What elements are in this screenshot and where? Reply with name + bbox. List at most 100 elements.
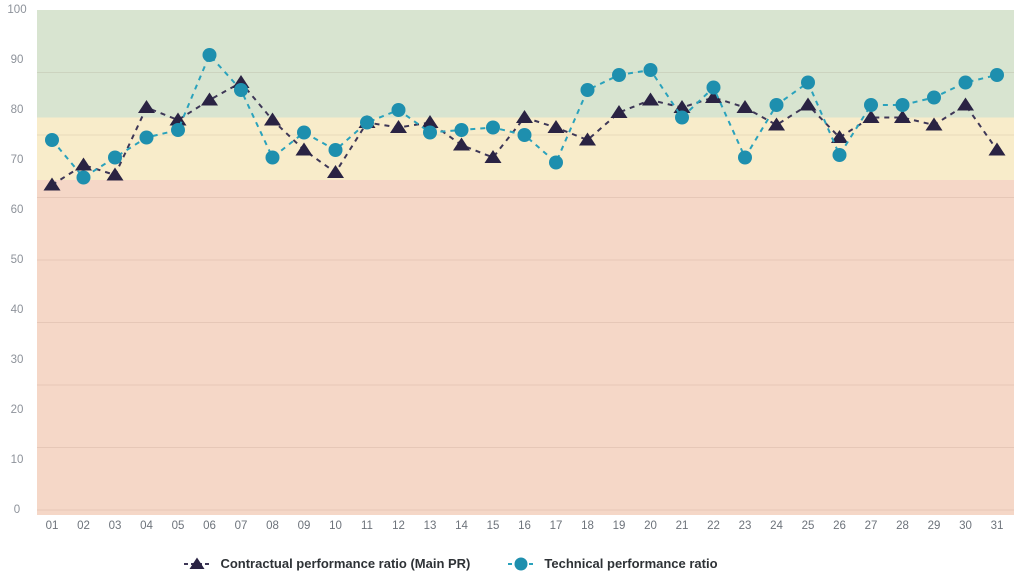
- x-tick-label: 18: [581, 520, 594, 532]
- y-tick-label: 100: [7, 4, 27, 16]
- triangle-marker: [295, 142, 313, 156]
- triangle-marker: [264, 112, 281, 126]
- band-warning-zone: [37, 117, 1014, 180]
- circle-marker: [643, 63, 658, 77]
- circle-marker: [769, 98, 784, 112]
- plot-area: [37, 10, 1014, 516]
- circle-marker: [612, 68, 626, 82]
- x-tick-label: 29: [927, 520, 941, 532]
- y-tick-label: 10: [10, 454, 24, 466]
- x-tick-label: 01: [45, 520, 59, 532]
- circle-marker: [297, 125, 311, 140]
- y-tick-label: 90: [10, 54, 24, 66]
- circle-marker: [108, 150, 122, 165]
- circle-marker: [139, 130, 154, 145]
- circle-marker: [391, 103, 406, 117]
- triangle-marker: [799, 97, 817, 111]
- legend: Contractual performance ratio (Main PR) …: [0, 552, 958, 574]
- band-good-zone: [37, 10, 1014, 118]
- triangle-marker: [547, 120, 565, 133]
- y-tick-label: 70: [10, 154, 24, 166]
- triangle-marker: [610, 105, 628, 118]
- triangle-marker: [957, 97, 974, 111]
- y-tick-label: 50: [10, 254, 24, 266]
- triangle-marker: [831, 130, 848, 143]
- legend-item-technical-pr[interactable]: Technical performance ratio: [508, 555, 718, 571]
- triangle-marker: [390, 120, 407, 133]
- triangle-marker: [925, 117, 943, 131]
- x-tick-label: 13: [423, 520, 437, 532]
- circle-marker: [864, 98, 878, 112]
- x-axis: 01 02 03 04 05 06 07 08 09 10 11 12 13 14 15 16 17 18 19 20…: [37, 519, 1014, 535]
- x-tick-label: 06: [203, 520, 216, 532]
- circle-marker: [234, 83, 248, 97]
- circle-marker: [580, 83, 595, 97]
- x-tick-label: 12: [392, 520, 405, 532]
- y-axis: 0 10 20 30 40 50 60 70 80 90 100: [0, 4, 34, 516]
- y-tick-label: 20: [10, 404, 24, 416]
- triangle-marker: [736, 100, 754, 113]
- legend-label-technical-pr: Technical performance ratio: [544, 555, 718, 571]
- x-tick-label: 26: [833, 520, 846, 532]
- x-tick-label: 11: [361, 520, 373, 532]
- x-tick-label: 15: [486, 520, 500, 532]
- circle-marker: [801, 75, 815, 90]
- x-tick-label: 31: [990, 520, 1004, 532]
- triangle-marker: [75, 157, 92, 171]
- x-tick-label: 25: [801, 520, 815, 532]
- circle-marker-icon: [508, 557, 535, 570]
- x-tick-label: 08: [266, 520, 279, 532]
- y-tick-label: 60: [10, 204, 24, 216]
- triangle-marker: [988, 142, 1006, 156]
- x-tick-label: 28: [896, 520, 909, 532]
- x-tick-label: 22: [707, 520, 720, 532]
- triangle-marker: [201, 92, 218, 106]
- triangle-marker: [862, 110, 880, 123]
- legend-item-contractual-pr[interactable]: Contractual performance ratio (Main PR): [184, 556, 470, 571]
- y-tick-label: 40: [10, 304, 24, 316]
- circle-marker: [738, 150, 752, 165]
- x-tick-label: 16: [518, 520, 531, 532]
- triangle-marker: [894, 110, 911, 123]
- x-tick-label: 19: [612, 520, 626, 532]
- circle-marker: [486, 120, 500, 135]
- x-tick-label: 23: [738, 520, 752, 532]
- circle-marker: [927, 90, 941, 105]
- triangle-marker: [579, 132, 596, 146]
- circle-marker: [454, 123, 469, 137]
- circle-marker: [202, 48, 217, 62]
- y-tick-label: 80: [10, 104, 24, 116]
- x-tick-label: 14: [455, 520, 468, 532]
- x-tick-label: 10: [329, 520, 342, 532]
- circle-marker: [171, 123, 185, 137]
- triangle-marker: [642, 92, 659, 106]
- circle-marker: [958, 75, 973, 90]
- triangle-marker: [43, 177, 61, 191]
- circle-marker: [549, 155, 563, 170]
- y-tick-label: 30: [10, 354, 24, 366]
- triangle-marker: [705, 90, 722, 103]
- x-tick-label: 05: [171, 520, 185, 532]
- x-tick-label: 03: [108, 520, 122, 532]
- triangle-marker: [484, 150, 502, 163]
- circle-marker: [990, 68, 1004, 82]
- circle-marker: [832, 148, 847, 162]
- y-tick-label: 0: [13, 504, 21, 516]
- triangle-marker: [453, 137, 470, 151]
- circle-marker: [423, 125, 437, 140]
- circle-marker: [706, 80, 721, 95]
- x-tick-label: 02: [77, 520, 90, 532]
- triangle-marker: [138, 100, 155, 113]
- band-critical-zone: [37, 180, 1014, 515]
- circle-marker: [328, 143, 343, 157]
- circle-marker: [895, 98, 910, 112]
- triangle-marker: [106, 167, 124, 181]
- legend-label-contractual-pr: Contractual performance ratio (Main PR): [220, 555, 471, 571]
- circle-marker: [517, 128, 532, 142]
- triangle-marker-icon: [184, 557, 211, 569]
- x-tick-label: 20: [644, 520, 657, 532]
- triangle-marker: [327, 165, 344, 178]
- circle-marker: [265, 150, 280, 165]
- x-tick-label: 09: [297, 520, 311, 532]
- x-tick-label: 24: [770, 520, 783, 532]
